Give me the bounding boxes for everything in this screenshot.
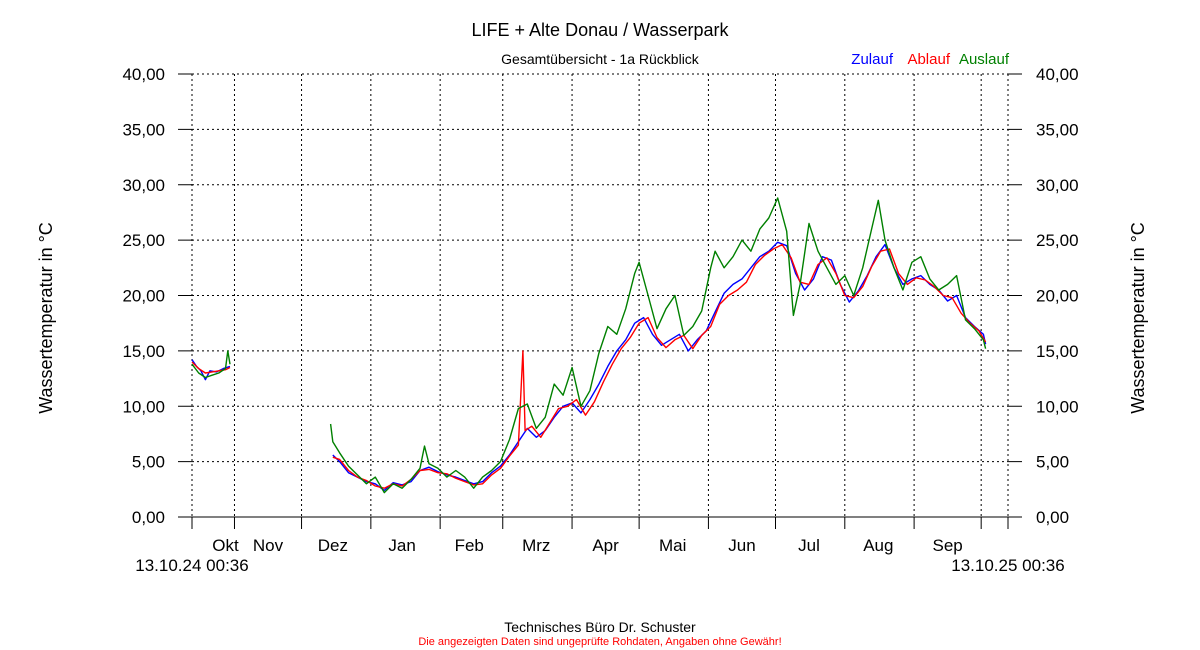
month-label: Dez (318, 536, 348, 555)
y-tick-label-left: 35,00 (122, 120, 165, 139)
y-tick-label-right: 10,00 (1036, 397, 1079, 416)
y-tick-labels: 0,00 0,00 5,00 5,00 10,00 10,00 15,00 15,00 20,0… (122, 65, 1078, 527)
footer-author: Technisches Büro Dr. Schuster (504, 619, 696, 635)
y-tick-label-left: 30,00 (122, 176, 165, 195)
y-tick-label-right: 40,00 (1036, 65, 1079, 84)
month-label: Feb (455, 536, 484, 555)
y-tick-label-right: 30,00 (1036, 176, 1079, 195)
month-label: Nov (253, 536, 284, 555)
series-ablauf-line (191, 361, 231, 374)
y-axis-label-left: Wassertemperatur in °C (36, 222, 56, 414)
series-zulauf-line (332, 241, 987, 492)
series-auslauf-line (329, 197, 987, 494)
chart-title: LIFE + Alte Donau / Wasserpark (472, 20, 730, 40)
y-tick-label-left: 20,00 (122, 287, 165, 306)
legend-auslauf: Auslauf (959, 51, 1010, 68)
grid (191, 73, 1009, 518)
y-tick-label-right: 0,00 (1036, 508, 1069, 527)
month-label: Jan (388, 536, 415, 555)
month-label: Jul (798, 536, 820, 555)
y-tick-label-left: 0,00 (132, 508, 165, 527)
month-label: Okt (212, 536, 239, 555)
month-label: Aug (863, 536, 893, 555)
month-label: Jun (728, 536, 755, 555)
legend-zulauf: Zulauf (851, 51, 894, 68)
month-label: Sep (933, 536, 963, 555)
series-ablauf-line (332, 243, 987, 489)
y-tick-label-left: 10,00 (122, 397, 165, 416)
y-tick-label-left: 15,00 (122, 342, 165, 361)
chart-subtitle: Gesamtübersicht - 1a Rückblick (501, 51, 700, 67)
month-label: Mrz (522, 536, 550, 555)
month-label: Mai (659, 536, 686, 555)
y-tick-label-left: 5,00 (132, 453, 165, 472)
y-tick-label-left: 40,00 (122, 65, 165, 84)
x-end-date: 13.10.25 00:36 (951, 556, 1064, 575)
y-tick-label-right: 25,00 (1036, 231, 1079, 250)
y-tick-label-right: 20,00 (1036, 287, 1079, 306)
series-lines (191, 197, 987, 494)
axes (178, 73, 1022, 529)
y-tick-label-right: 15,00 (1036, 342, 1079, 361)
y-tick-label-left: 25,00 (122, 231, 165, 250)
footer-disclaimer: Die angezeigten Daten sind ungeprüfte Ro… (418, 636, 781, 648)
x-month-labels: Okt Nov Dez Jan Feb Mrz Apr Mai Jun Jul Aug Sep (212, 536, 962, 555)
series-auslauf-line (191, 350, 231, 379)
y-tick-label-right: 35,00 (1036, 120, 1079, 139)
y-tick-label-right: 5,00 (1036, 453, 1069, 472)
legend-ablauf: Ablauf (907, 51, 950, 68)
legend: Zulauf Ablauf Auslauf (851, 51, 1010, 68)
y-axis-label-right: Wassertemperatur in °C (1128, 222, 1148, 414)
month-label: Apr (592, 536, 619, 555)
x-start-date: 13.10.24 00:36 (135, 556, 248, 575)
